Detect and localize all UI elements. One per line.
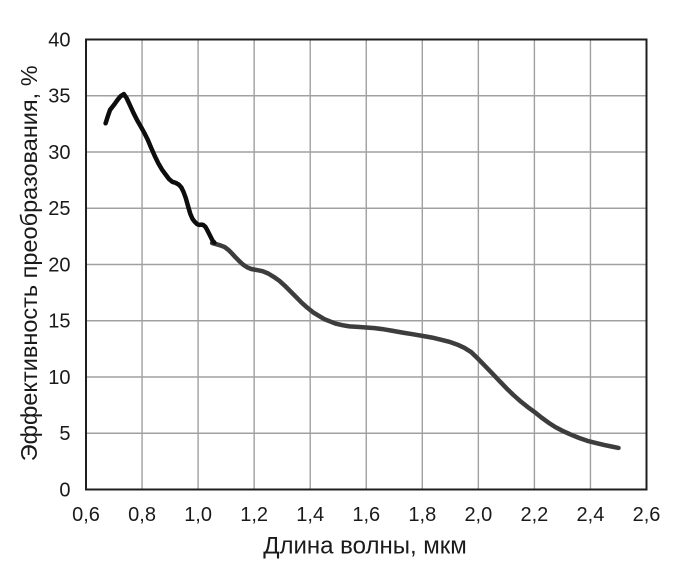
svg-text:1,0: 1,0 [184, 504, 212, 526]
svg-text:30: 30 [48, 142, 70, 164]
svg-text:Эффективность преобразования,: Эффективность преобразования, % [16, 65, 42, 461]
svg-text:0: 0 [59, 479, 70, 501]
svg-text:15: 15 [48, 311, 70, 333]
svg-text:0,8: 0,8 [128, 504, 156, 526]
svg-text:1,2: 1,2 [240, 504, 268, 526]
svg-text:10: 10 [48, 367, 70, 389]
svg-text:1,8: 1,8 [408, 504, 436, 526]
svg-text:20: 20 [48, 254, 70, 276]
svg-text:0,6: 0,6 [72, 504, 100, 526]
svg-text:2,6: 2,6 [633, 504, 661, 526]
svg-text:2,2: 2,2 [520, 504, 548, 526]
svg-text:5: 5 [59, 423, 70, 445]
svg-text:1,6: 1,6 [352, 504, 380, 526]
svg-text:1,4: 1,4 [296, 504, 324, 526]
svg-text:40: 40 [48, 29, 70, 51]
svg-text:Длина волны, мкм: Длина волны, мкм [263, 533, 467, 560]
svg-text:2,4: 2,4 [577, 504, 605, 526]
svg-text:25: 25 [48, 198, 70, 220]
svg-text:2,0: 2,0 [464, 504, 492, 526]
svg-text:35: 35 [48, 86, 70, 108]
